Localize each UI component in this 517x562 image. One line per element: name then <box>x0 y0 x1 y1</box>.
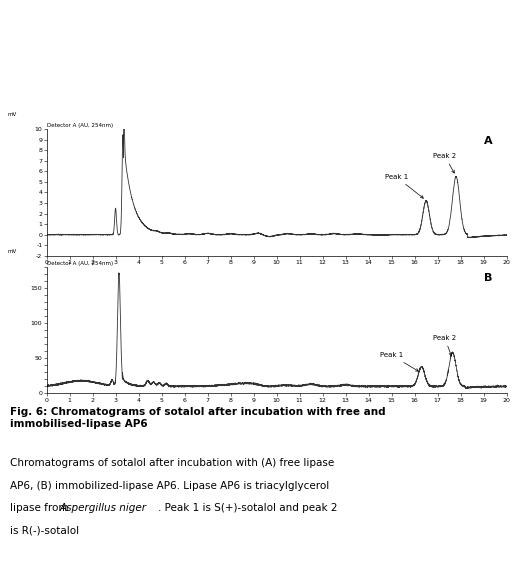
Text: AP6, (B) immobilized-lipase AP6. Lipase AP6 is triacylglycerol: AP6, (B) immobilized-lipase AP6. Lipase … <box>10 481 330 491</box>
Text: A: A <box>484 135 493 146</box>
Text: lipase from: lipase from <box>10 503 72 513</box>
Text: Chromatograms of sotalol after incubation with (A) free lipase: Chromatograms of sotalol after incubatio… <box>10 458 334 468</box>
Text: Peak 1: Peak 1 <box>385 174 423 198</box>
Text: Peak 1: Peak 1 <box>380 352 418 371</box>
Text: . Peak 1 is S(+)-sotalol and peak 2: . Peak 1 is S(+)-sotalol and peak 2 <box>158 503 337 513</box>
Text: Peak 2: Peak 2 <box>433 153 456 173</box>
Text: Detector A (AU, 254nm): Detector A (AU, 254nm) <box>47 123 113 128</box>
Text: mV: mV <box>7 250 17 254</box>
Text: Detector A (AU, 254nm): Detector A (AU, 254nm) <box>47 261 113 266</box>
Text: is R(-)-sotalol: is R(-)-sotalol <box>10 525 80 536</box>
Text: Aspergillus niger: Aspergillus niger <box>59 503 146 513</box>
Text: B: B <box>484 273 493 283</box>
Text: Peak 2: Peak 2 <box>433 335 456 356</box>
Text: mV: mV <box>7 112 17 117</box>
Text: Fig. 6: Chromatograms of sotalol after incubation with free and
immobilised-lipa: Fig. 6: Chromatograms of sotalol after i… <box>10 407 386 429</box>
